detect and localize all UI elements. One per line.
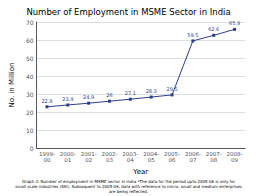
svg-text:62.6: 62.6 [208,26,219,32]
svg-text:Year: Year [132,168,148,176]
svg-text:2007-: 2007- [205,151,222,157]
svg-text:22.9: 22.9 [41,98,52,104]
svg-text:04: 04 [127,157,134,163]
svg-text:50: 50 [26,55,34,62]
svg-text:24.9: 24.9 [83,94,94,100]
svg-text:23.9: 23.9 [62,96,73,102]
svg-text:01: 01 [64,157,71,163]
svg-text:29.5: 29.5 [166,86,177,92]
svg-text:08: 08 [210,157,217,163]
svg-text:02: 02 [85,157,92,163]
svg-text:00: 00 [43,157,50,163]
svg-text:Graph 3: Number of employment: Graph 3: Number of employment in MSME se… [21,179,236,184]
svg-text:60: 60 [26,37,34,44]
svg-text:2005-: 2005- [164,151,180,157]
svg-text:No. in Million: No. in Million [8,63,16,108]
svg-text:26: 26 [106,92,112,98]
svg-text:65.9: 65.9 [229,20,240,26]
svg-text:2003-: 2003- [122,151,139,157]
svg-text:40: 40 [26,73,34,80]
svg-text:10: 10 [26,127,34,134]
svg-text:2000-: 2000- [59,151,76,157]
svg-text:Number of Employment in MSME S: Number of Employment in MSME Sector in I… [26,7,230,17]
svg-text:2002-: 2002- [101,151,118,157]
svg-text:2004-: 2004- [143,151,160,157]
svg-text:20: 20 [26,109,34,116]
svg-text:70: 70 [26,19,34,26]
svg-text:2001-: 2001- [80,151,97,157]
svg-text:28.3: 28.3 [146,88,157,94]
svg-text:05: 05 [148,157,155,163]
svg-text:59.5: 59.5 [187,32,198,38]
svg-text:07: 07 [189,157,196,163]
svg-text:are being reflected.: are being reflected. [109,189,148,194]
svg-text:06: 06 [169,157,176,163]
svg-text:27.1: 27.1 [125,90,136,96]
svg-text:2006-: 2006- [184,151,201,157]
svg-text:03: 03 [106,157,113,163]
svg-text:30: 30 [26,91,34,98]
svg-text:2008-: 2008- [226,151,243,157]
svg-text:small scale industries (SSI).: small scale industries (SSI). Subsequent… [15,184,242,189]
svg-text:09: 09 [231,157,238,163]
svg-text:0: 0 [30,145,34,152]
svg-text:1999-: 1999- [39,151,55,157]
